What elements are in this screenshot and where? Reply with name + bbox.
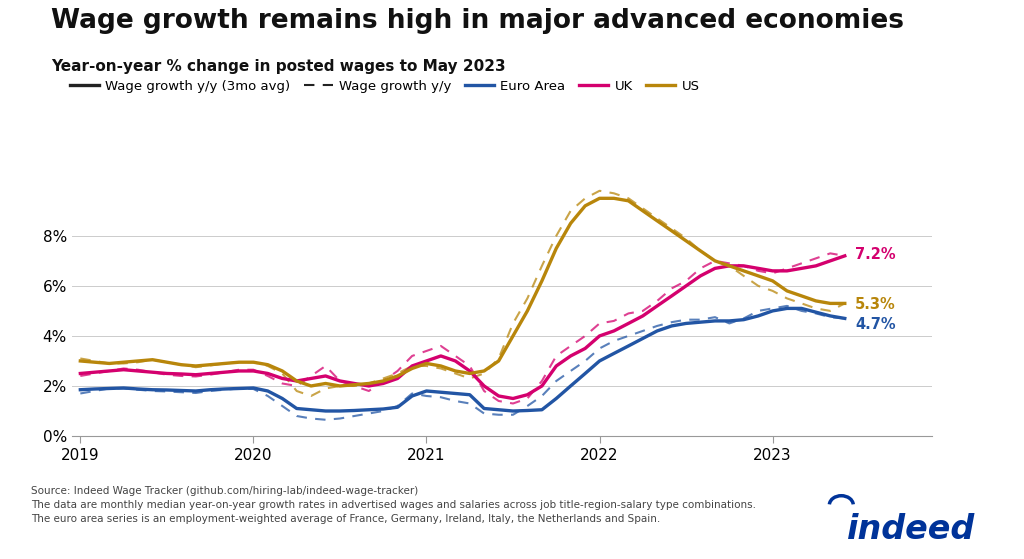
Text: 4.7%: 4.7%: [855, 317, 896, 332]
Text: Year-on-year % change in posted wages to May 2023: Year-on-year % change in posted wages to…: [51, 59, 506, 74]
Text: Source: Indeed Wage Tracker (github.com/hiring-lab/indeed-wage-tracker)
The data: Source: Indeed Wage Tracker (github.com/…: [31, 486, 756, 524]
Text: 7.2%: 7.2%: [855, 247, 896, 262]
Legend: Wage growth y/y (3mo avg), Wage growth y/y, Euro Area, UK, US: Wage growth y/y (3mo avg), Wage growth y…: [70, 80, 699, 93]
Text: Wage growth remains high in major advanced economies: Wage growth remains high in major advanc…: [51, 8, 904, 35]
Text: 5.3%: 5.3%: [855, 297, 896, 312]
Text: indeed: indeed: [847, 513, 976, 547]
